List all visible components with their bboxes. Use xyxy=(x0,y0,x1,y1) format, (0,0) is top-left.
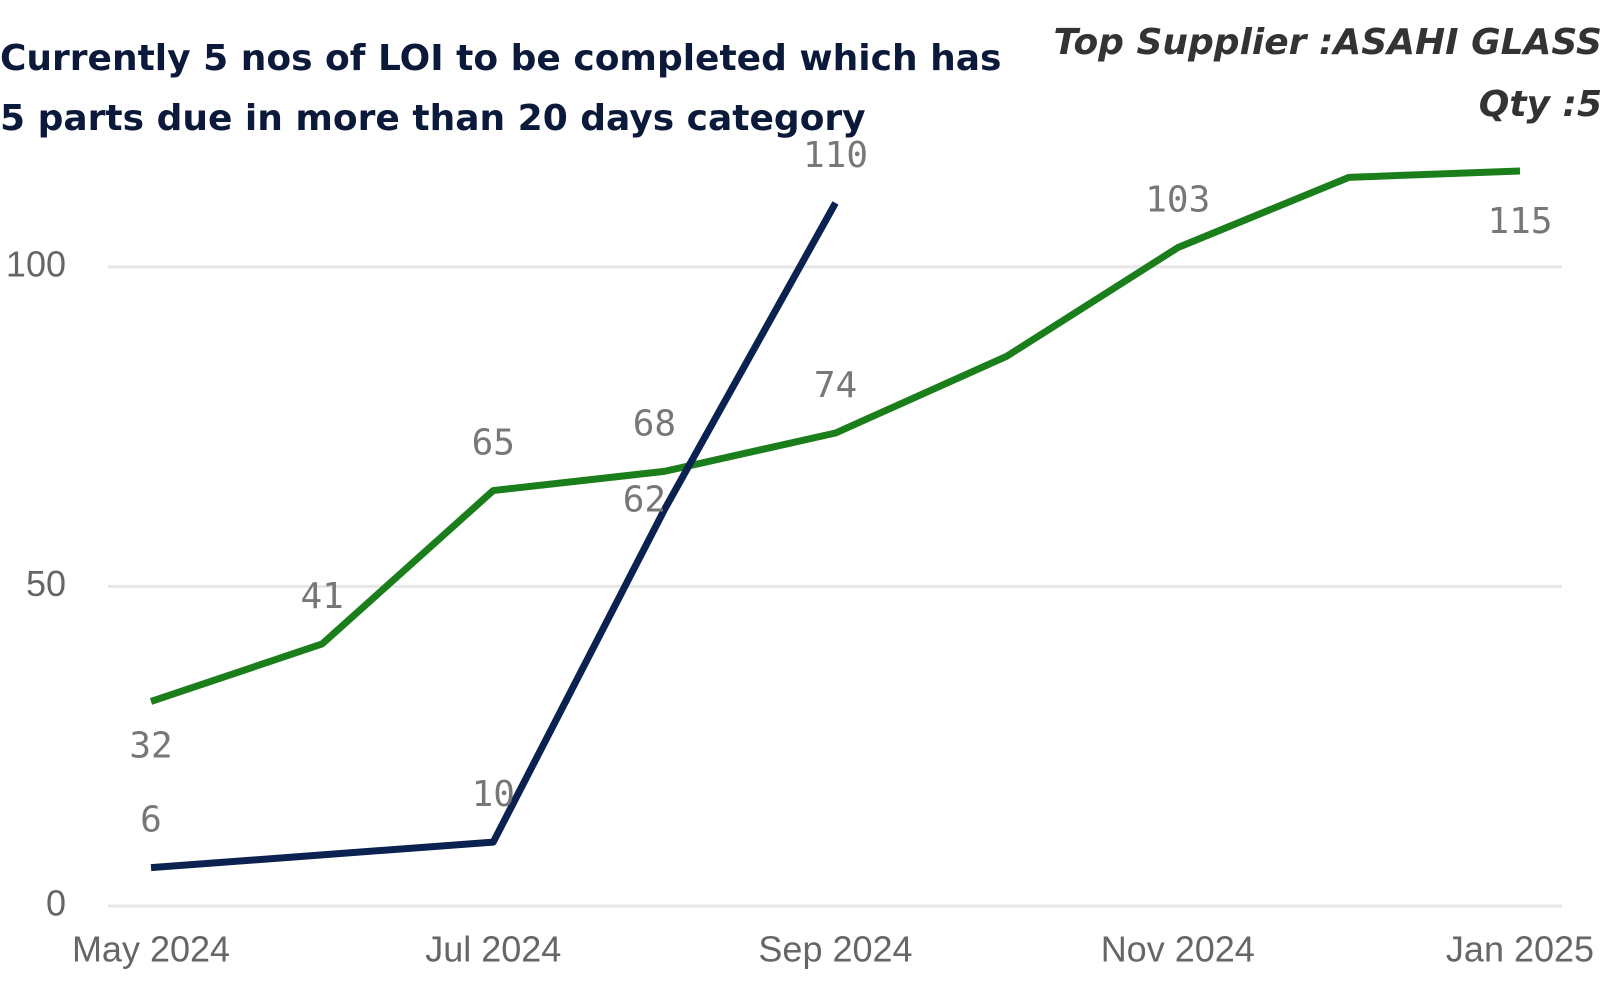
x-tick-label: Sep 2024 xyxy=(758,929,912,970)
x-tick-label: Jul 2024 xyxy=(425,929,561,970)
chart-title: Currently 5 nos of LOI to be completed w… xyxy=(0,38,1001,79)
data-label: 62 xyxy=(623,480,666,521)
x-tick-label: May 2024 xyxy=(72,929,230,970)
data-label: 41 xyxy=(300,576,343,617)
data-label: 68 xyxy=(633,403,676,444)
x-tick-label: Jan 2025 xyxy=(1446,929,1594,970)
y-tick-label: 0 xyxy=(46,883,66,924)
annotation: Qty :5 xyxy=(1479,84,1602,125)
data-label: 103 xyxy=(1145,180,1210,221)
data-label: 115 xyxy=(1487,201,1552,242)
data-label: 74 xyxy=(814,365,857,406)
line-series xyxy=(150,201,839,872)
data-label: 110 xyxy=(803,135,868,176)
annotation: Top Supplier :ASAHI GLASS xyxy=(1054,22,1602,63)
data-label: 32 xyxy=(129,725,172,766)
data-label: 65 xyxy=(472,423,515,464)
y-tick-label: 100 xyxy=(6,243,66,284)
chart-title: 5 parts due in more than 20 days categor… xyxy=(0,98,866,139)
y-tick-label: 50 xyxy=(26,563,66,604)
data-label: 10 xyxy=(472,774,515,815)
line-series xyxy=(149,167,1521,705)
x-tick-label: Nov 2024 xyxy=(1101,929,1255,970)
data-label: 6 xyxy=(140,800,162,841)
